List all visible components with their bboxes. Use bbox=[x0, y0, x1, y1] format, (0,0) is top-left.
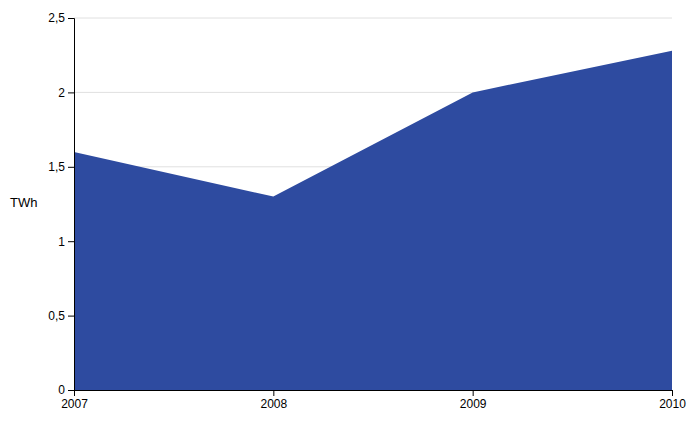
y-tick-mark bbox=[68, 390, 74, 391]
data bbox=[74, 51, 672, 390]
y-axis-title: TWh bbox=[10, 195, 37, 210]
y-tick-label: 0,5 bbox=[48, 309, 65, 323]
y-tick-label: 0 bbox=[58, 383, 65, 397]
area bbox=[74, 51, 672, 390]
x-tick-mark bbox=[473, 390, 474, 396]
y-tick-label: 2 bbox=[58, 86, 65, 100]
chart: 2007 2008 2009 2010 0 0,5 1 1,5 2 2,5 TWh bbox=[0, 0, 700, 426]
y-tick-label: 1,5 bbox=[48, 160, 65, 174]
plot: 2007 2008 2009 2010 0 0,5 1 1,5 2 2,5 bbox=[48, 11, 686, 410]
x-tick: 2010 bbox=[659, 390, 686, 411]
x-tick-label: 2009 bbox=[460, 397, 487, 411]
x-tick: 2008 bbox=[260, 390, 287, 411]
y-tick-mark bbox=[68, 316, 74, 317]
y-tick: 0 bbox=[58, 383, 74, 397]
x-tick-label: 2008 bbox=[260, 397, 287, 411]
y-tick: 0,5 bbox=[48, 309, 74, 323]
y-tick-mark bbox=[68, 241, 74, 242]
y-tick-mark bbox=[68, 167, 74, 168]
y-tick: 1,5 bbox=[48, 160, 74, 174]
x-tick: 2009 bbox=[460, 390, 487, 411]
x-tick-mark bbox=[672, 390, 673, 396]
y-tick-mark bbox=[68, 92, 74, 93]
grid-line bbox=[74, 18, 672, 19]
x-axis: 2007 2008 2009 2010 bbox=[61, 390, 686, 411]
x-tick: 2007 bbox=[61, 390, 88, 411]
y-tick-label: 1 bbox=[58, 235, 65, 249]
x-tick-label: 2007 bbox=[61, 397, 88, 411]
grid bbox=[74, 18, 672, 390]
x-tick-mark bbox=[273, 390, 274, 396]
y-tick: 2,5 bbox=[48, 11, 74, 25]
x-axis-line bbox=[75, 391, 673, 397]
y-tick-label: 2,5 bbox=[48, 11, 65, 25]
y-axis: 0 0,5 1 1,5 2 2,5 bbox=[48, 11, 74, 397]
y-tick: 1 bbox=[58, 235, 74, 249]
x-tick-label: 2010 bbox=[659, 397, 686, 411]
y-tick-mark bbox=[68, 18, 74, 19]
y-axis-line bbox=[68, 19, 75, 391]
y-tick: 2 bbox=[58, 86, 74, 100]
